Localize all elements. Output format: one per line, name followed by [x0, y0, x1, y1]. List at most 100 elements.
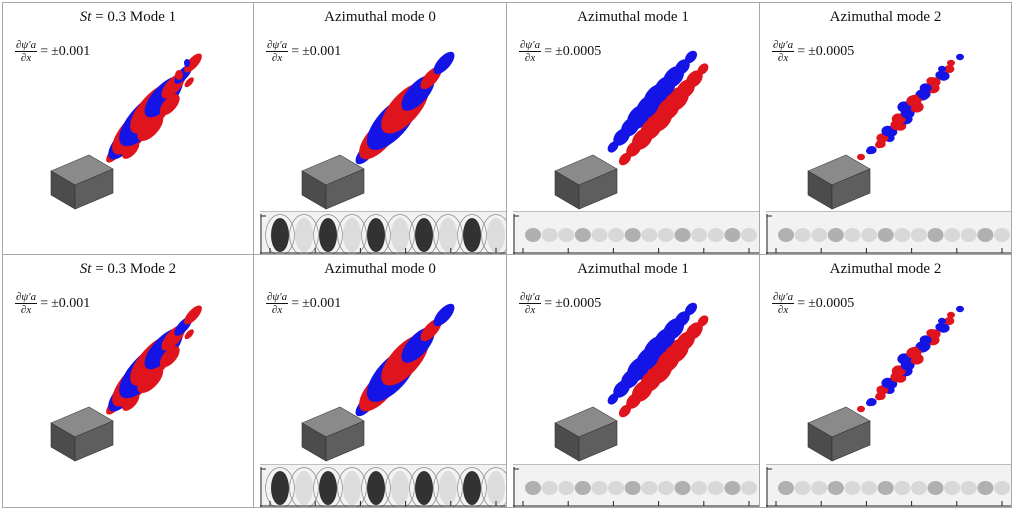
- isosurface-scene: [301, 303, 455, 462]
- panel-title: St = 0.3 Mode 2: [79, 261, 177, 277]
- isosurface-lobe: [881, 125, 895, 137]
- contour-blob: [271, 218, 289, 252]
- isosurface-scene: [301, 51, 455, 210]
- contour-line: [337, 214, 367, 254]
- isosurface-lobe: [947, 59, 955, 67]
- contour-line: [265, 214, 295, 254]
- isosurface-lobe: [697, 63, 709, 75]
- panel-title: Azimuthal mode 0: [324, 9, 436, 25]
- contour-blob: [439, 218, 457, 252]
- contour-line: [289, 214, 319, 254]
- panel-r0-c0: St = 0.3 Mode 1 ∂ψ′a ∂x = ±0.001: [2, 2, 254, 255]
- isosurface-lobe: [159, 94, 180, 116]
- contour-line: [433, 467, 463, 507]
- contour-blob: [391, 218, 409, 252]
- contour-blob: [944, 481, 961, 495]
- isosurface-lobe: [944, 64, 955, 74]
- contour-blob: [487, 218, 505, 252]
- contour-level-value: ±0.0005: [808, 295, 855, 311]
- contour-blob: [794, 481, 811, 495]
- contour-blob: [794, 228, 811, 242]
- panel-r1-c1: Azimuthal mode 0 ∂ψ′a ∂x = ±0.001: [254, 255, 507, 508]
- contour-blob: [415, 471, 433, 505]
- contour-blob: [861, 228, 878, 242]
- contour-blob: [844, 481, 861, 495]
- contour-level-value: ±0.001: [51, 295, 91, 311]
- isosurface-wake: [106, 53, 202, 163]
- contour-blob: [574, 481, 591, 495]
- isosurface-lobe: [866, 145, 877, 155]
- contour-line: [313, 214, 343, 254]
- contour-level-formula: ∂ψ′a ∂x = ±0.001: [266, 291, 342, 316]
- bluff-body-block: [554, 406, 618, 462]
- contour-blob: [827, 481, 844, 495]
- isosurface-lobe: [857, 153, 865, 161]
- isosurface-lobe: [857, 405, 865, 413]
- contour-blob: [624, 481, 641, 495]
- contour-blob: [463, 471, 481, 505]
- contour-blob: [691, 228, 708, 242]
- panel-r0-c1: Azimuthal mode 0 ∂ψ′a ∂x = ±0.001: [254, 2, 507, 255]
- isosurface-lobe: [618, 404, 632, 418]
- contour-blob: [558, 481, 575, 495]
- contour-blob: [894, 481, 911, 495]
- contour-blob: [778, 228, 794, 242]
- bluff-body-block: [50, 154, 114, 210]
- isosurface-lobe: [674, 311, 690, 327]
- isosurface-wake: [355, 51, 455, 165]
- contour-blob: [367, 218, 385, 252]
- isosurface-wake: [607, 50, 709, 166]
- isosurface-lobe: [908, 94, 922, 106]
- isosurface-scene: [807, 305, 964, 462]
- isosurface-lobe: [184, 329, 194, 340]
- contour-blob: [691, 481, 708, 495]
- isosurface-lobe: [919, 335, 932, 345]
- contour-blob: [415, 218, 433, 252]
- contour-blob: [910, 228, 927, 242]
- isosurface-lobe: [926, 328, 937, 338]
- contour-line: [481, 467, 506, 507]
- contour-level-formula: ∂ψ′a ∂x = ±0.0005: [519, 291, 602, 316]
- contour-level-formula: ∂ψ′a ∂x = ±0.001: [15, 39, 91, 64]
- contour-blob: [608, 481, 625, 495]
- isosurface-lobe: [938, 317, 946, 325]
- isosurface-scene: [50, 305, 202, 462]
- isosurface-lobe: [433, 51, 455, 75]
- contour-line: [313, 467, 343, 507]
- contour-line: [409, 467, 439, 507]
- contour-blob: [657, 481, 674, 495]
- contour-line: [433, 214, 463, 254]
- contour-line: [385, 214, 415, 254]
- bluff-body-block: [807, 154, 871, 210]
- contour-blob: [439, 471, 457, 505]
- isosurface-lobe: [433, 303, 455, 327]
- panel-r0-c2: Azimuthal mode 1 ∂ψ′a ∂x = ±0.0005: [507, 2, 760, 255]
- contour-blob: [608, 228, 625, 242]
- contour-level-value: ±0.0005: [555, 43, 602, 59]
- contour-blob: [319, 471, 337, 505]
- contour-blob: [541, 228, 558, 242]
- contour-blob: [674, 481, 691, 495]
- isosurface-wake: [355, 303, 455, 417]
- isosurface-lobe: [938, 65, 946, 73]
- contour-blob: [343, 218, 361, 252]
- contour-blob: [811, 228, 828, 242]
- contour-line: [337, 467, 367, 507]
- contour-level-value: ±0.001: [302, 295, 342, 311]
- panel-title: Azimuthal mode 2: [829, 9, 942, 25]
- isosurface-scene: [554, 50, 709, 210]
- contour-blob: [295, 471, 313, 505]
- contour-line: [409, 214, 439, 254]
- contour-level-value: ±0.0005: [555, 295, 602, 311]
- contour-blob: [724, 228, 741, 242]
- panel-title: Azimuthal mode 1: [577, 9, 689, 25]
- isosurface-lobe: [947, 311, 955, 319]
- contour-blob: [927, 228, 944, 242]
- contour-blob: [741, 481, 757, 495]
- isosurface-scene: [807, 53, 964, 210]
- contour-line: [265, 467, 295, 507]
- panel-title: Azimuthal mode 0: [324, 261, 436, 277]
- panel-r1-c3: Azimuthal mode 2 ∂ψ′a ∂x = ±0.0005: [760, 255, 1012, 508]
- isosurface-lobe: [184, 59, 190, 67]
